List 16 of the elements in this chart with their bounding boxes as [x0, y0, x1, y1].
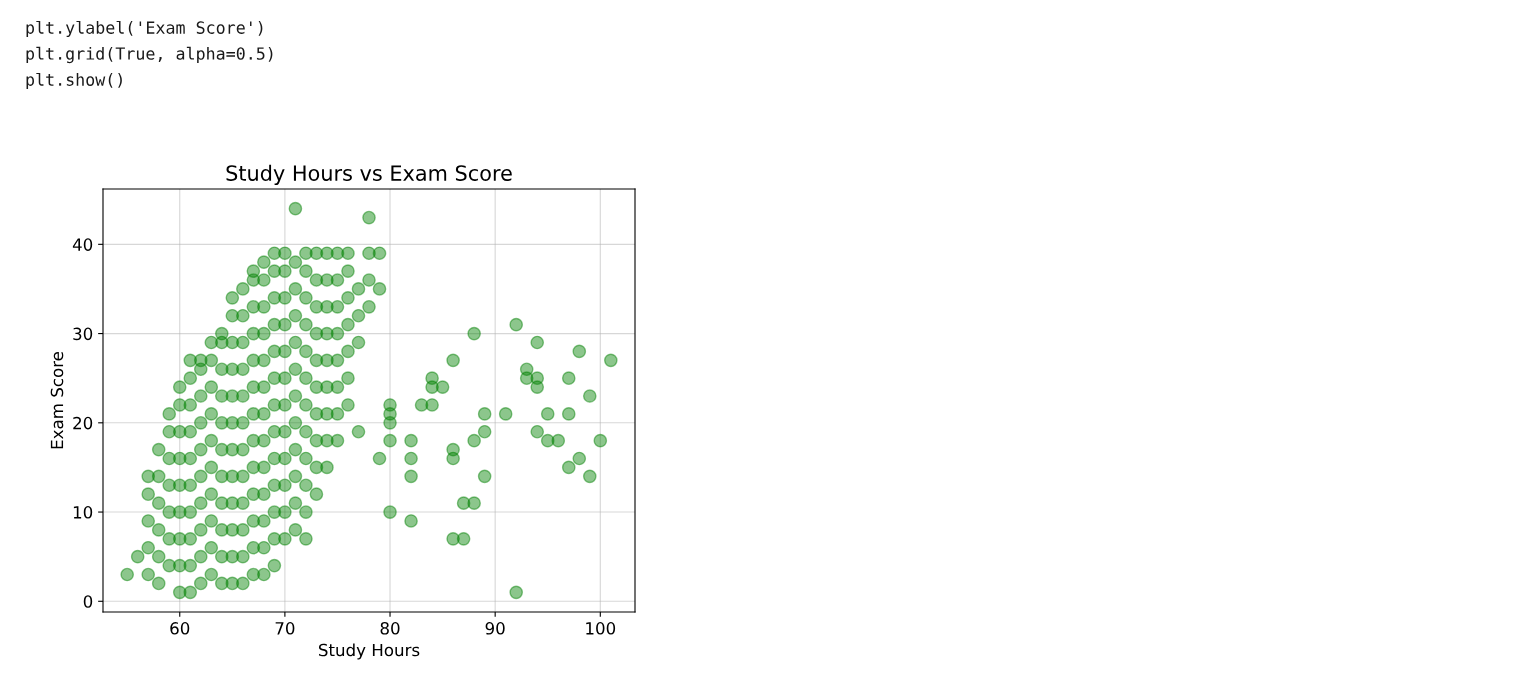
y-tick-label: 10 — [73, 506, 93, 519]
y-tick-label: 0 — [83, 595, 93, 608]
y-axis-title: Exam Score — [50, 351, 64, 449]
text: plt.grid(True, alpha=0.5) — [26, 46, 273, 64]
y-tick-label: 20 — [73, 416, 93, 430]
text: plt.show() — [26, 72, 122, 90]
x-tick-label: 80 — [380, 622, 400, 635]
x-tick-label: 70 — [275, 622, 295, 635]
y-tick-label: 40 — [72, 238, 93, 251]
x-tick-label: 90 — [485, 622, 505, 635]
chart-title: Study Hours vs Exam Score — [226, 164, 512, 185]
x-axis-title: Study Hours — [318, 643, 420, 660]
x-tick-label: 60 — [170, 622, 190, 635]
y-tick-label: 30 — [73, 327, 93, 341]
x-tick-label: 100 — [586, 622, 616, 635]
text: plt.ylabel('Exam Score') — [26, 20, 263, 38]
